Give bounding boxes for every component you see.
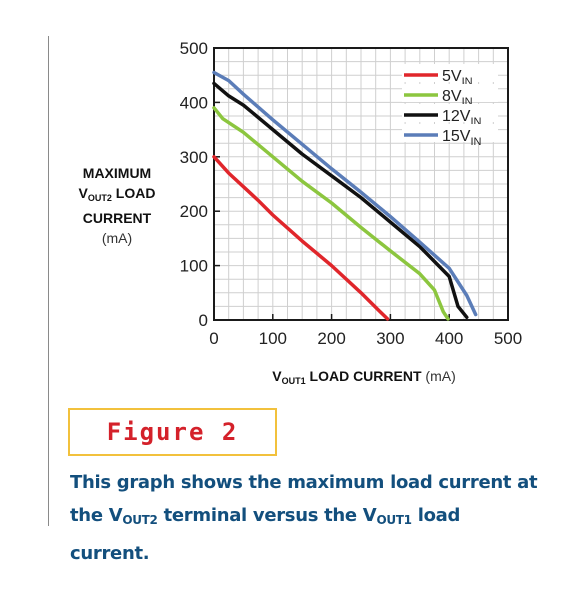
x-tick-label: 300	[376, 329, 404, 348]
legend-bg	[402, 64, 498, 82]
legend-label: 15VIN	[442, 128, 482, 148]
x-axis-label: VOUT1 LOAD CURRENT (mA)	[272, 368, 456, 386]
y-tick-label: 400	[180, 93, 208, 112]
series-line-8v-in	[212, 106, 450, 321]
y-tick-label: 500	[180, 39, 208, 58]
y-tick-labels: 0 100 200 300 400 500	[180, 39, 208, 330]
chart-axes	[213, 47, 509, 321]
legend-bg	[402, 124, 498, 142]
load-current-chart: 0 100 200 300 400 500 0 100 200 300 400 500 5VIN8V…	[180, 39, 523, 348]
y-axis-label: MAXIMUM VOUT2 LOAD CURRENT (mA)	[78, 165, 156, 246]
legend-label: 12VIN	[442, 108, 482, 128]
x-tick-label: 200	[317, 329, 345, 348]
legend-label: 5VIN	[442, 68, 473, 88]
margin-rule	[48, 36, 49, 526]
plot-frame	[213, 47, 509, 321]
x-tick-label: 100	[259, 329, 287, 348]
y-tick-label: 200	[180, 202, 208, 221]
y-tick-label: 0	[199, 311, 208, 330]
x-tick-label: 400	[435, 329, 463, 348]
figure-title: Figure 2	[106, 418, 239, 446]
x-tick-label: 500	[494, 329, 522, 348]
figure-caption: This graph shows the maximum load curren…	[70, 472, 538, 564]
legend-bg	[402, 84, 498, 102]
figure-title-box: Figure 2	[68, 408, 277, 456]
y-tick-label: 300	[180, 148, 208, 167]
y-tick-label: 100	[180, 257, 208, 276]
series-line-12v-in	[212, 81, 469, 320]
legend-bg	[402, 104, 498, 122]
series-lines	[212, 70, 478, 321]
series-line-15v-in	[212, 70, 478, 317]
legend-label: 8VIN	[442, 88, 473, 108]
x-tick-label: 0	[209, 329, 218, 348]
x-tick-labels: 0 100 200 300 400 500	[209, 329, 522, 348]
series-line-5v-in	[212, 155, 390, 321]
